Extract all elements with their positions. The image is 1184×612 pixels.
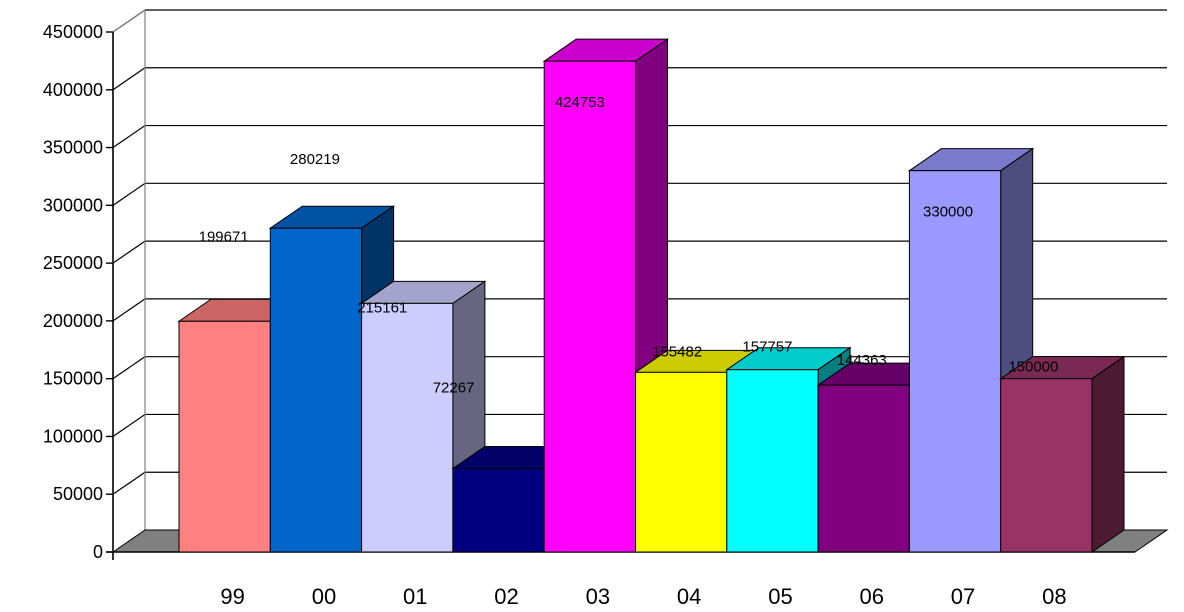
x-tick-label: 01 (403, 584, 427, 609)
chart-bars (177, 38, 1126, 553)
x-tick-label: 00 (312, 584, 336, 609)
bar (726, 369, 819, 553)
bar (908, 170, 1002, 553)
x-tick-label: 08 (1042, 584, 1066, 609)
y-tick-label: 350000 (43, 138, 103, 158)
bar (361, 302, 454, 553)
data-label: 150000 (1008, 359, 1058, 376)
y-tick-label: 450000 (43, 22, 103, 42)
bar-side (1091, 355, 1125, 553)
y-tick-label: 200000 (43, 311, 103, 331)
y-tick-label: 400000 (43, 80, 103, 100)
gridline-side (112, 240, 146, 264)
data-label: 144363 (837, 352, 887, 369)
data-label: 72267 (433, 379, 475, 396)
data-label: 280219 (290, 151, 340, 168)
y-tick-label: 50000 (53, 484, 103, 504)
bar (269, 227, 363, 553)
gridline-side (112, 356, 146, 380)
x-tick-label: 99 (220, 584, 244, 609)
x-tick-label: 06 (860, 584, 884, 609)
data-label: 199671 (199, 228, 249, 245)
bar (178, 320, 271, 553)
gridline-side (112, 67, 146, 91)
x-tick-label: 03 (586, 584, 610, 609)
y-tick-label: 300000 (43, 195, 103, 215)
data-label: 424753 (555, 94, 605, 111)
y-tick-label: 150000 (43, 369, 103, 389)
y-tick-label: 250000 (43, 253, 103, 273)
side-wall-top-edge (112, 9, 146, 33)
y-tick-label: 0 (93, 542, 103, 562)
x-tick-label: 07 (951, 584, 975, 609)
x-tick-label: 04 (677, 584, 701, 609)
x-tick-label: 02 (494, 584, 518, 609)
bar (635, 371, 728, 553)
gridline-side (112, 471, 146, 495)
data-label: 215161 (357, 299, 407, 316)
chart-labels: 0 50000 100000 150000 200000 250000 300000 3500… (43, 22, 1067, 609)
bar (1000, 378, 1093, 553)
data-label: 157757 (742, 339, 792, 356)
bar (817, 384, 910, 553)
bar (452, 467, 545, 553)
bar (543, 60, 637, 553)
y-tick-label: 100000 (43, 426, 103, 446)
gridline-side (112, 125, 146, 149)
data-label: 330000 (923, 204, 973, 221)
data-label: 155482 (652, 343, 702, 360)
gridline-side (112, 182, 146, 206)
x-tick-label: 05 (768, 584, 792, 609)
gridline-side (112, 413, 146, 437)
gridline-side (112, 298, 146, 322)
